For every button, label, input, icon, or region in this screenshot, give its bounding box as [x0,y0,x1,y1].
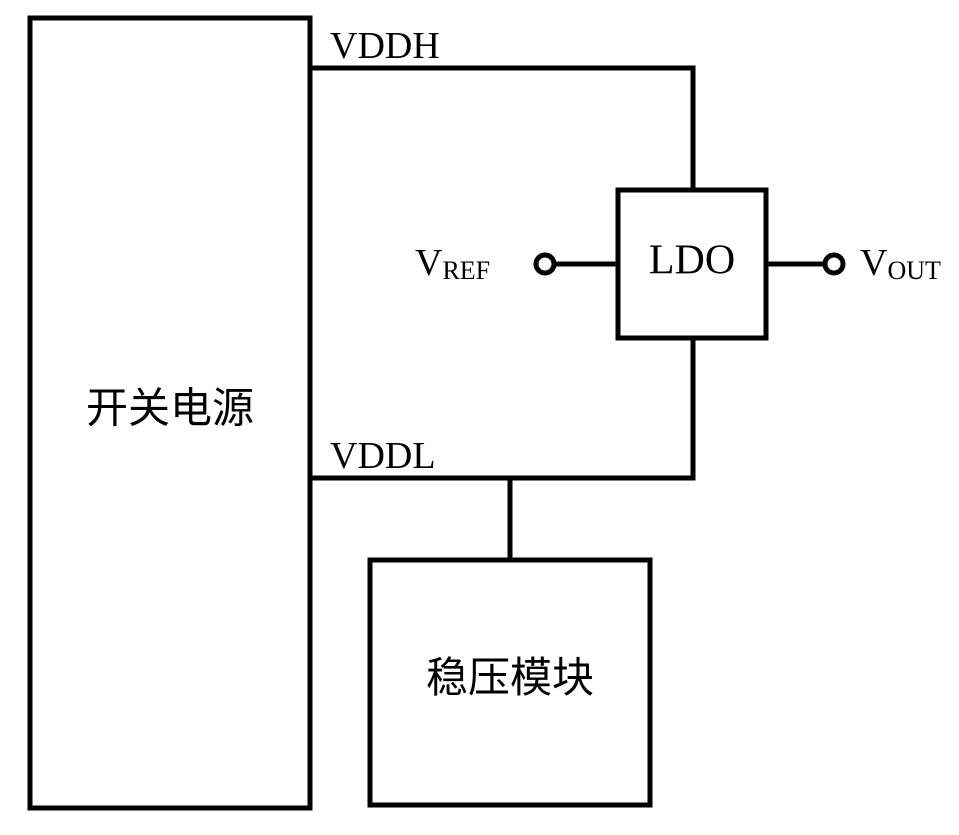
vout-terminal-icon [825,255,843,273]
vref-label-base: V [415,242,443,284]
diagram-canvas: 开关电源LDO稳压模块 VDDHVDDLVREFVOUT [0,0,959,835]
vref-terminal-icon [536,255,554,273]
vout-label: VOUT [860,242,941,285]
vref-label: VREF [415,242,490,285]
power_supply-label: 开关电源 [86,387,254,433]
ldo-label: LDO [649,238,735,284]
vref-label-sub: REF [442,256,490,285]
vddl-label: VDDL [330,435,436,477]
vout-label-base: V [860,242,888,284]
regulator-label: 稳压模块 [426,656,594,702]
vddh-label: VDDH [330,25,440,67]
vout-label-sub: OUT [887,256,941,285]
blocks-group: 开关电源 LDO 稳压模块 [30,18,766,808]
wire [310,68,693,190]
